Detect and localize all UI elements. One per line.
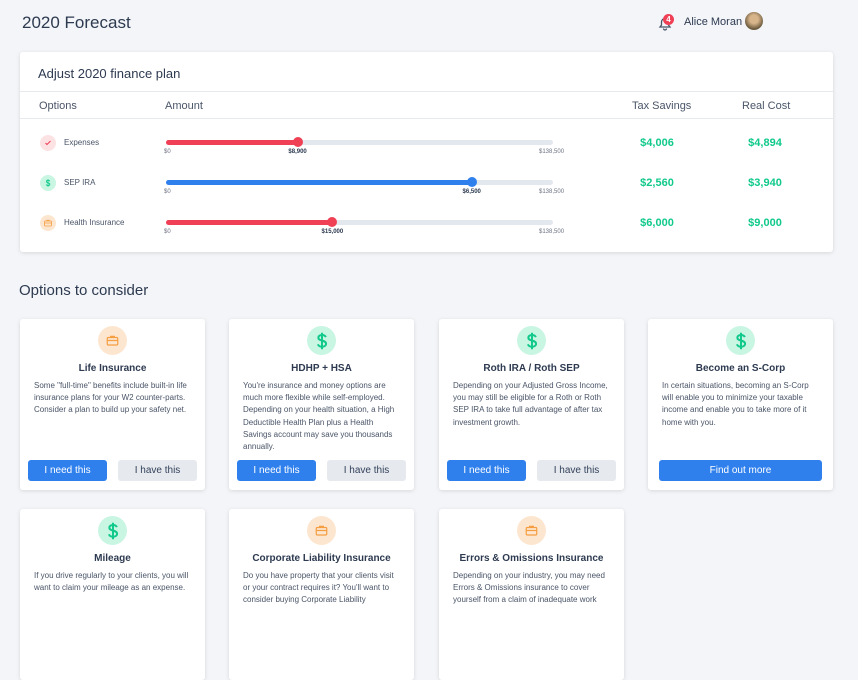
slider-thumb[interactable] bbox=[466, 177, 477, 187]
option-card: Errors & Omissions Insurance Depending on… bbox=[439, 509, 624, 680]
icon-dollar bbox=[107, 522, 118, 539]
icon-briefcase bbox=[44, 219, 52, 227]
icon-check bbox=[45, 140, 51, 146]
slider-thumb[interactable] bbox=[292, 137, 303, 147]
tax-savings: $2,560 bbox=[640, 177, 674, 189]
card-title: Roth IRA / Roth SEP bbox=[483, 363, 580, 374]
card-title: Life Insurance bbox=[78, 363, 147, 374]
slider-max: $138,500 bbox=[539, 149, 565, 155]
real-cost: $9,000 bbox=[748, 217, 782, 229]
avatar[interactable] bbox=[745, 12, 763, 30]
card-button[interactable]: I have this bbox=[537, 460, 616, 481]
option-card: Life Insurance Some "full-time" benefits … bbox=[20, 319, 205, 490]
slider-max: $138,500 bbox=[539, 189, 565, 195]
row-icon bbox=[40, 215, 56, 231]
row-icon bbox=[40, 175, 56, 191]
card-icon bbox=[98, 326, 127, 355]
real-cost: $4,894 bbox=[748, 137, 782, 149]
card-icon bbox=[726, 326, 755, 355]
card-icon bbox=[307, 326, 336, 355]
card-title: HDHP + HSA bbox=[291, 363, 352, 374]
slider-value: $8,900 bbox=[288, 149, 307, 155]
icon-briefcase bbox=[315, 525, 328, 536]
card-description: You're insurance and money options are m… bbox=[243, 381, 395, 452]
divider bbox=[20, 118, 833, 119]
real-cost: $3,940 bbox=[748, 177, 782, 189]
slider-max: $138,500 bbox=[539, 229, 565, 235]
option-card: Roth IRA / Roth SEP Depending on your Adj… bbox=[439, 319, 624, 490]
slider-fill bbox=[166, 220, 333, 225]
card-description: Do you have property that your clients v… bbox=[243, 571, 394, 605]
user-name[interactable]: Alice Moran bbox=[684, 16, 743, 28]
page: 2020 Forecast 4 Alice Moran Adjust 2020 fin… bbox=[19, 12, 833, 680]
card-description: In certain situations, becoming an S-Cor… bbox=[662, 381, 809, 427]
card-description: Depending on your industry, you may need… bbox=[453, 571, 605, 605]
card-button[interactable]: I need this bbox=[447, 460, 526, 481]
card-description: Depending on your Adjusted Gross Income,… bbox=[453, 381, 608, 427]
slider-min: $0 bbox=[164, 189, 171, 195]
option-name: Health Insurance bbox=[64, 218, 125, 227]
card-button[interactable]: Find out more bbox=[659, 460, 822, 481]
slider-min: $0 bbox=[164, 149, 171, 155]
card-description: If you drive regularly to your clients, … bbox=[34, 571, 189, 593]
column-header: Real Cost bbox=[742, 100, 791, 112]
plan-card: Adjust 2020 finance plan Options Amount Tax… bbox=[20, 52, 833, 252]
card-icon bbox=[98, 516, 127, 545]
notification-badge: 4 bbox=[663, 14, 674, 25]
tax-savings: $4,006 bbox=[640, 137, 674, 149]
option-card: Corporate Liability Insurance Do you have… bbox=[229, 509, 414, 680]
slider-fill bbox=[166, 180, 472, 185]
icon-dollar bbox=[735, 332, 746, 349]
slider-value: $15,000 bbox=[321, 229, 344, 235]
slider-min: $0 bbox=[164, 229, 171, 235]
icon-dollar bbox=[45, 179, 51, 187]
page-title: 2020 Forecast bbox=[22, 13, 131, 32]
option-name: SEP IRA bbox=[64, 178, 96, 187]
plan-title: Adjust 2020 finance plan bbox=[38, 66, 181, 81]
column-header: Amount bbox=[165, 100, 203, 112]
row-icon bbox=[40, 135, 56, 151]
column-header: Options bbox=[39, 100, 77, 112]
divider bbox=[20, 91, 833, 92]
option-card: HDHP + HSA You're insurance and money opt… bbox=[229, 319, 414, 490]
card-icon bbox=[307, 516, 336, 545]
card-button[interactable]: I need this bbox=[28, 460, 107, 481]
tax-savings: $6,000 bbox=[640, 217, 674, 229]
option-card: Mileage If you drive regularly to your cl… bbox=[20, 509, 205, 680]
card-title: Corporate Liability Insurance bbox=[252, 553, 391, 564]
card-title: Become an S-Corp bbox=[695, 363, 786, 374]
option-name: Expenses bbox=[64, 138, 100, 147]
slider-track[interactable] bbox=[166, 220, 553, 225]
section-title: Options to consider bbox=[19, 282, 149, 299]
icon-dollar bbox=[526, 332, 537, 349]
card-button[interactable]: I need this bbox=[237, 460, 316, 481]
card-button[interactable]: I have this bbox=[118, 460, 197, 481]
option-card: Become an S-Corp In certain situations, b… bbox=[648, 319, 833, 490]
slider-fill bbox=[166, 140, 298, 145]
column-header: Tax Savings bbox=[632, 100, 692, 112]
card-button[interactable]: I have this bbox=[327, 460, 406, 481]
icon-dollar bbox=[316, 332, 327, 349]
card-description: Some "full-time" benefits include built-… bbox=[34, 381, 187, 415]
icon-briefcase bbox=[525, 525, 538, 536]
card-title: Mileage bbox=[94, 553, 131, 564]
card-icon bbox=[517, 326, 546, 355]
slider-thumb[interactable] bbox=[327, 217, 338, 227]
slider-value: $6,500 bbox=[462, 189, 481, 195]
card-icon bbox=[517, 516, 546, 545]
slider-track[interactable] bbox=[166, 140, 553, 145]
card-title: Errors & Omissions Insurance bbox=[459, 553, 604, 564]
icon-briefcase bbox=[106, 335, 119, 346]
